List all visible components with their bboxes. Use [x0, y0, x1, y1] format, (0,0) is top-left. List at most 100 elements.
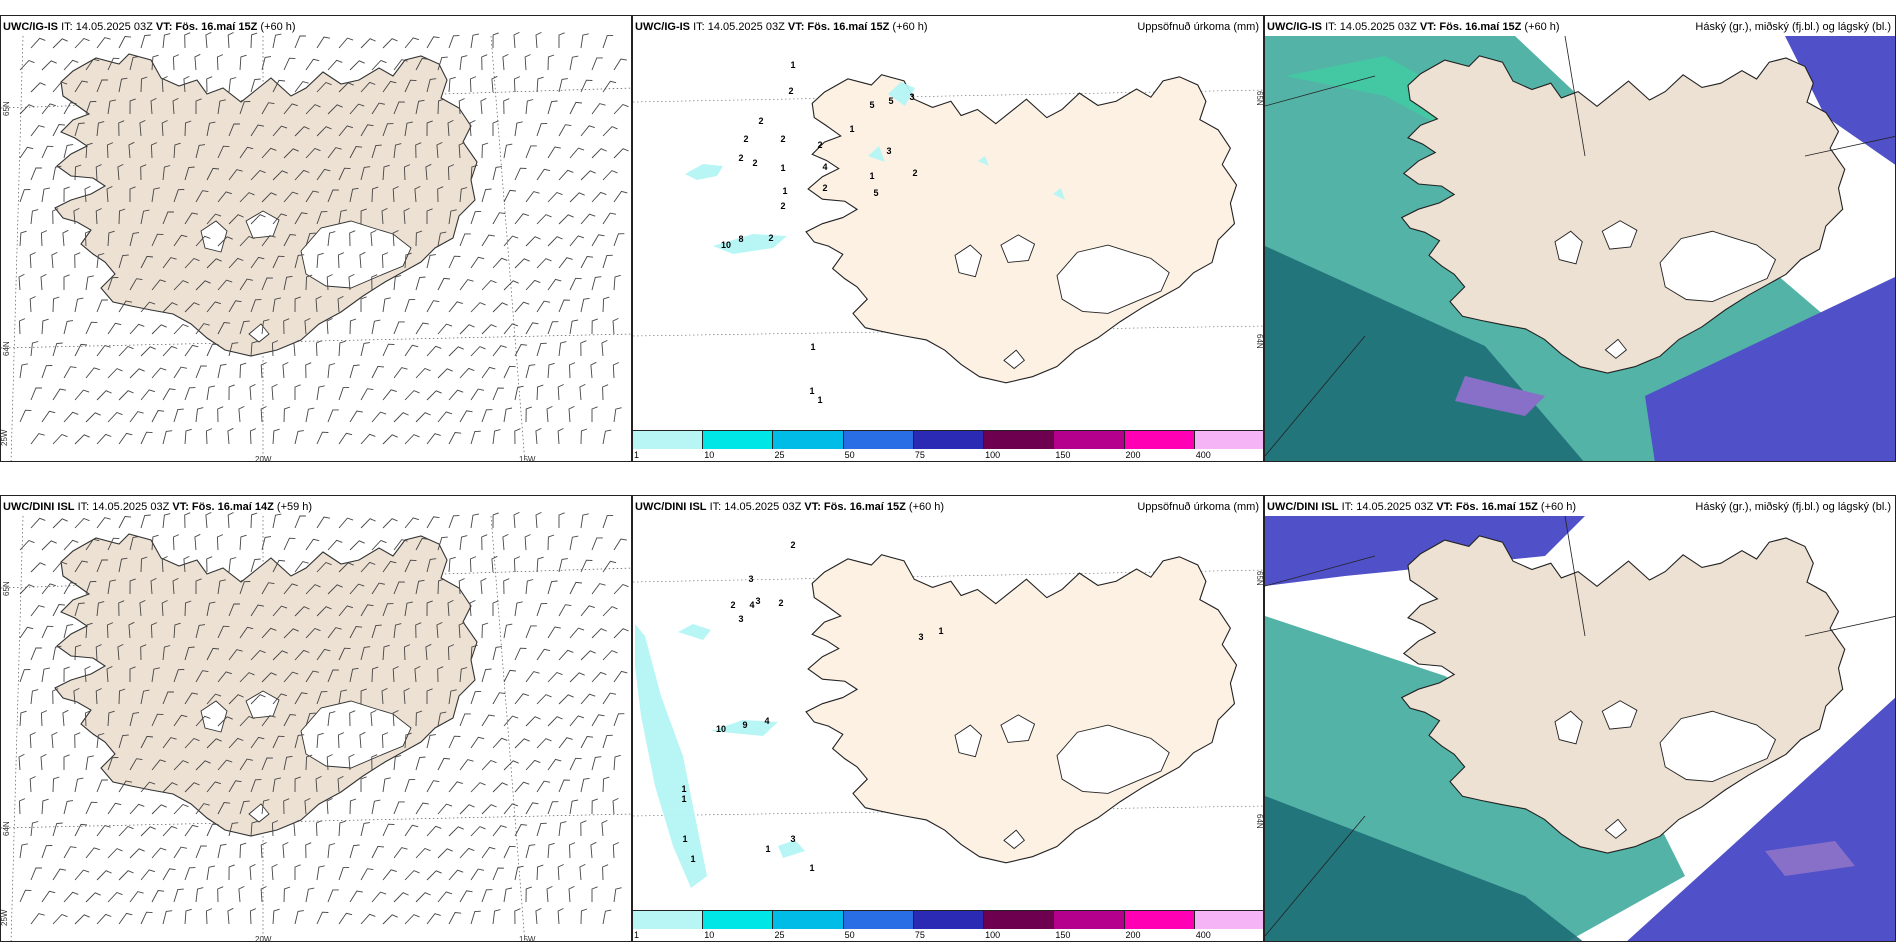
wind-barb [283, 798, 290, 815]
wind-barb [150, 622, 158, 639]
colorbar-swatch [1054, 911, 1125, 929]
wind-barb [569, 192, 585, 203]
wind-barb [19, 189, 31, 203]
wind-barb [129, 712, 140, 727]
wind-barb [250, 214, 266, 225]
wind-barb [150, 97, 157, 115]
wind-barb [349, 583, 365, 595]
wind-barb [337, 775, 344, 793]
precip-value-label: 1 [790, 60, 795, 70]
wind-barb [184, 782, 200, 793]
wind-barb [338, 912, 353, 925]
colorbar-tick: 400 [1195, 930, 1211, 940]
precip-value-label: 2 [780, 134, 785, 144]
precip-area [685, 164, 723, 180]
wind-barb [118, 120, 125, 137]
wind-barb [470, 868, 485, 881]
wind-barb [536, 76, 544, 93]
panel-title: UWC/DINI ISL IT: 14.05.2025 03Z VT: Fös.… [1267, 501, 1577, 513]
wind-barb [74, 914, 90, 925]
wind-barb [492, 429, 501, 445]
iceland-landmass [805, 74, 1238, 384]
wind-barb [41, 540, 57, 551]
wind-barb [525, 322, 539, 335]
colorbar-swatch [633, 431, 704, 449]
precip-value-label: 1 [780, 163, 785, 173]
wind-barb [558, 124, 572, 137]
wind-barb [602, 692, 617, 705]
wind-barb [382, 869, 397, 881]
wind-barb [272, 297, 281, 313]
wind-barb [74, 122, 85, 137]
wind-barb [602, 254, 613, 269]
wind-barb [349, 60, 365, 71]
wind-barb [470, 302, 486, 313]
wind-barb [437, 891, 453, 903]
wind-barb [448, 826, 464, 837]
wind-barb [525, 759, 541, 771]
wind-barb [96, 517, 111, 529]
wind-barb [491, 75, 498, 93]
wind-barb [41, 890, 56, 903]
wind-barb [492, 257, 508, 269]
wind-barb [96, 345, 111, 357]
panel-precip-igis: UWC/IG-IS IT: 14.05.2025 03Z VT: Fös. 16… [632, 15, 1264, 462]
wind-barb [217, 363, 227, 379]
wind-barb [140, 735, 154, 749]
wind-barb [283, 886, 291, 903]
wind-barb [371, 411, 387, 423]
wind-barb [74, 80, 88, 93]
wind-barb [360, 38, 376, 49]
wind-barb [514, 865, 524, 881]
wind-barb [84, 185, 91, 203]
wind-barb [84, 230, 92, 247]
wind-barb [415, 367, 431, 379]
precip-value-label: 2 [758, 116, 763, 126]
wind-barb [52, 208, 59, 225]
wind-barb [19, 104, 35, 115]
wind-barb [129, 758, 143, 771]
wind-barb [228, 77, 237, 93]
wind-barb [481, 366, 496, 379]
wind-barb [569, 55, 579, 71]
wind-barb [129, 323, 145, 335]
wind-barb [283, 148, 299, 159]
precip-area [888, 82, 915, 106]
wind-barb [580, 170, 596, 181]
precip-value-label: 1 [809, 386, 814, 396]
lat-label: 64N [1255, 334, 1264, 349]
wind-barb [525, 886, 532, 903]
wind-barb [349, 890, 363, 903]
wind-barb [283, 103, 298, 115]
wind-barb [95, 688, 102, 705]
wind-barb [84, 665, 91, 683]
low-cloud-patch [1765, 841, 1855, 876]
wind-barb [558, 78, 568, 93]
wind-barb [283, 671, 299, 683]
wind-barb [305, 104, 321, 115]
wind-barb [195, 407, 204, 423]
wind-barb [326, 798, 333, 815]
precip-area [635, 624, 707, 888]
wind-barb [613, 628, 629, 639]
wind-barb [194, 53, 201, 71]
wind-barb [272, 908, 280, 925]
wind-barb [51, 731, 58, 749]
wind-barb [107, 891, 123, 903]
wind-barb [613, 274, 621, 291]
wind-barb [250, 779, 262, 793]
wind-barb [118, 557, 128, 573]
precip-value-label: 1 [681, 784, 686, 794]
wind-barb [52, 913, 68, 925]
wind-barb [602, 429, 612, 445]
wind-barb [337, 732, 345, 749]
wind-barb [161, 120, 168, 137]
wind-barb [128, 141, 135, 159]
wind-barb [162, 513, 171, 529]
wind-barb [52, 688, 59, 705]
wind-barb [151, 233, 164, 247]
wind-barb [206, 213, 222, 225]
wind-barb [30, 341, 39, 357]
wind-barb [448, 346, 464, 357]
